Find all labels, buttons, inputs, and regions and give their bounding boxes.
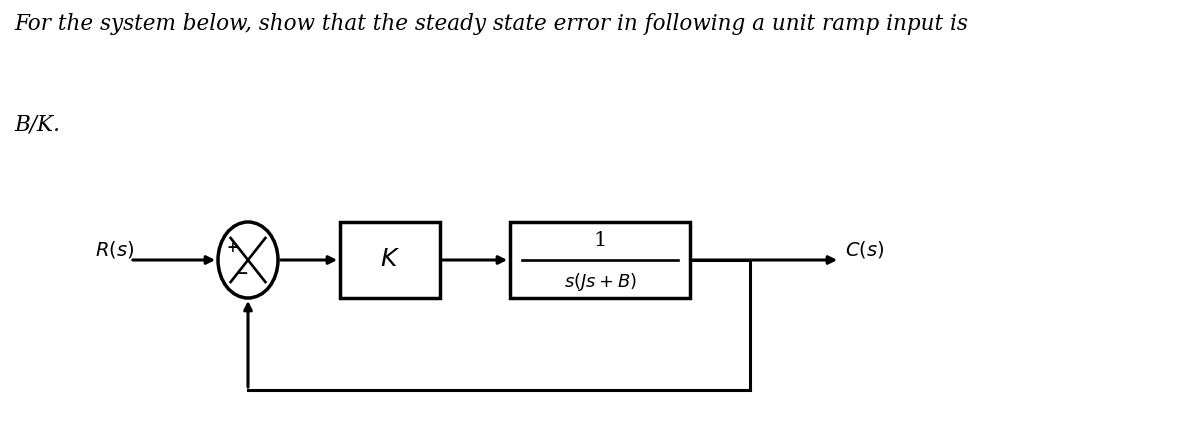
Text: $C(s)$: $C(s)$ <box>845 239 884 260</box>
Text: For the system below, show that the steady state error in following a unit ramp : For the system below, show that the stea… <box>14 13 968 35</box>
Text: $s(Js + B)$: $s(Js + B)$ <box>564 271 636 293</box>
Bar <box>510 222 690 298</box>
Bar <box>340 222 440 298</box>
Text: 1: 1 <box>593 231 607 249</box>
Text: +: + <box>226 241 238 255</box>
Text: $K$: $K$ <box>380 249 400 272</box>
Text: −: − <box>235 267 248 281</box>
Text: $R(s)$: $R(s)$ <box>95 239 134 260</box>
Text: B/K.: B/K. <box>14 113 60 135</box>
